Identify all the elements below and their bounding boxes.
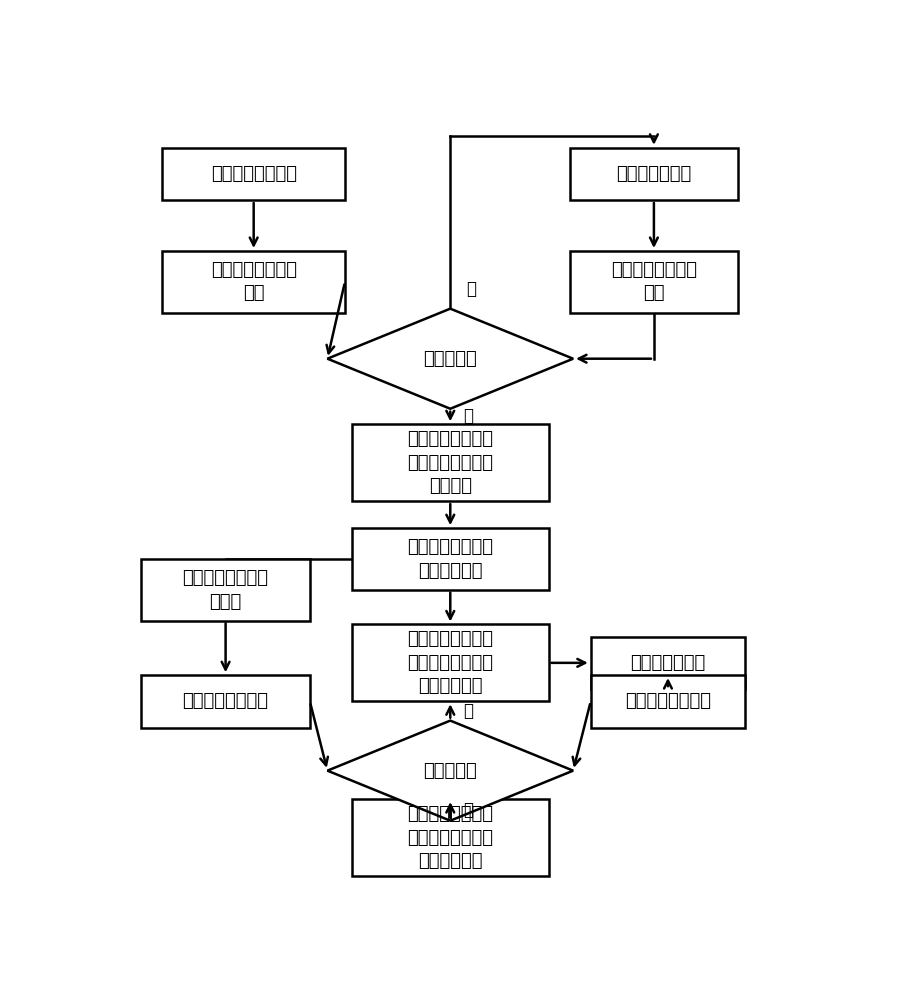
Text: 是: 是 (463, 407, 473, 425)
Bar (352, 528, 548, 590)
Text: 第二弯曲变形轮廓: 第二弯曲变形轮廓 (183, 692, 268, 710)
Polygon shape (327, 721, 573, 821)
Text: 确定激光冲击压力
载荷的时间与空间
分布模型: 确定激光冲击压力 载荷的时间与空间 分布模型 (408, 430, 493, 495)
Text: 激光喷丸连续冲击
动态仿真模型: 激光喷丸连续冲击 动态仿真模型 (408, 538, 493, 580)
Bar (570, 251, 738, 312)
Text: 方形板计算模型: 方形板计算模型 (631, 654, 706, 672)
Bar (162, 148, 345, 200)
Text: 第一弯曲变形轮廓: 第一弯曲变形轮廓 (625, 692, 711, 710)
Text: 是: 是 (463, 801, 473, 819)
Bar (352, 624, 548, 701)
Bar (352, 799, 548, 876)
Text: 确定平面两个正交
方向固有应变沿深
度方向的分布: 确定平面两个正交 方向固有应变沿深 度方向的分布 (408, 805, 493, 870)
Text: 方形板激光喷丸扫
描冲击: 方形板激光喷丸扫 描冲击 (183, 569, 268, 610)
Text: 是否吻合？: 是否吻合？ (423, 350, 477, 368)
Text: 激光喷丸单点冲击: 激光喷丸单点冲击 (211, 165, 296, 183)
Polygon shape (327, 309, 573, 409)
Text: 第一冲击微坑几何
形貌: 第一冲击微坑几何 形貌 (611, 261, 697, 302)
Text: 平面两个正交方向
固有应变沿深度方
向的分布模型: 平面两个正交方向 固有应变沿深度方 向的分布模型 (408, 630, 493, 695)
Text: 否: 否 (466, 280, 476, 298)
Bar (352, 424, 548, 501)
Bar (570, 148, 738, 200)
Text: 单光斑动态计算: 单光斑动态计算 (616, 165, 691, 183)
Text: 第二冲击微坑几何
形貌: 第二冲击微坑几何 形貌 (211, 261, 296, 302)
Text: 否: 否 (463, 702, 473, 720)
Bar (591, 637, 745, 689)
Bar (141, 675, 310, 728)
Bar (141, 559, 310, 620)
Text: 是否吻合？: 是否吻合？ (423, 762, 477, 780)
Bar (162, 251, 345, 312)
Bar (591, 675, 745, 728)
